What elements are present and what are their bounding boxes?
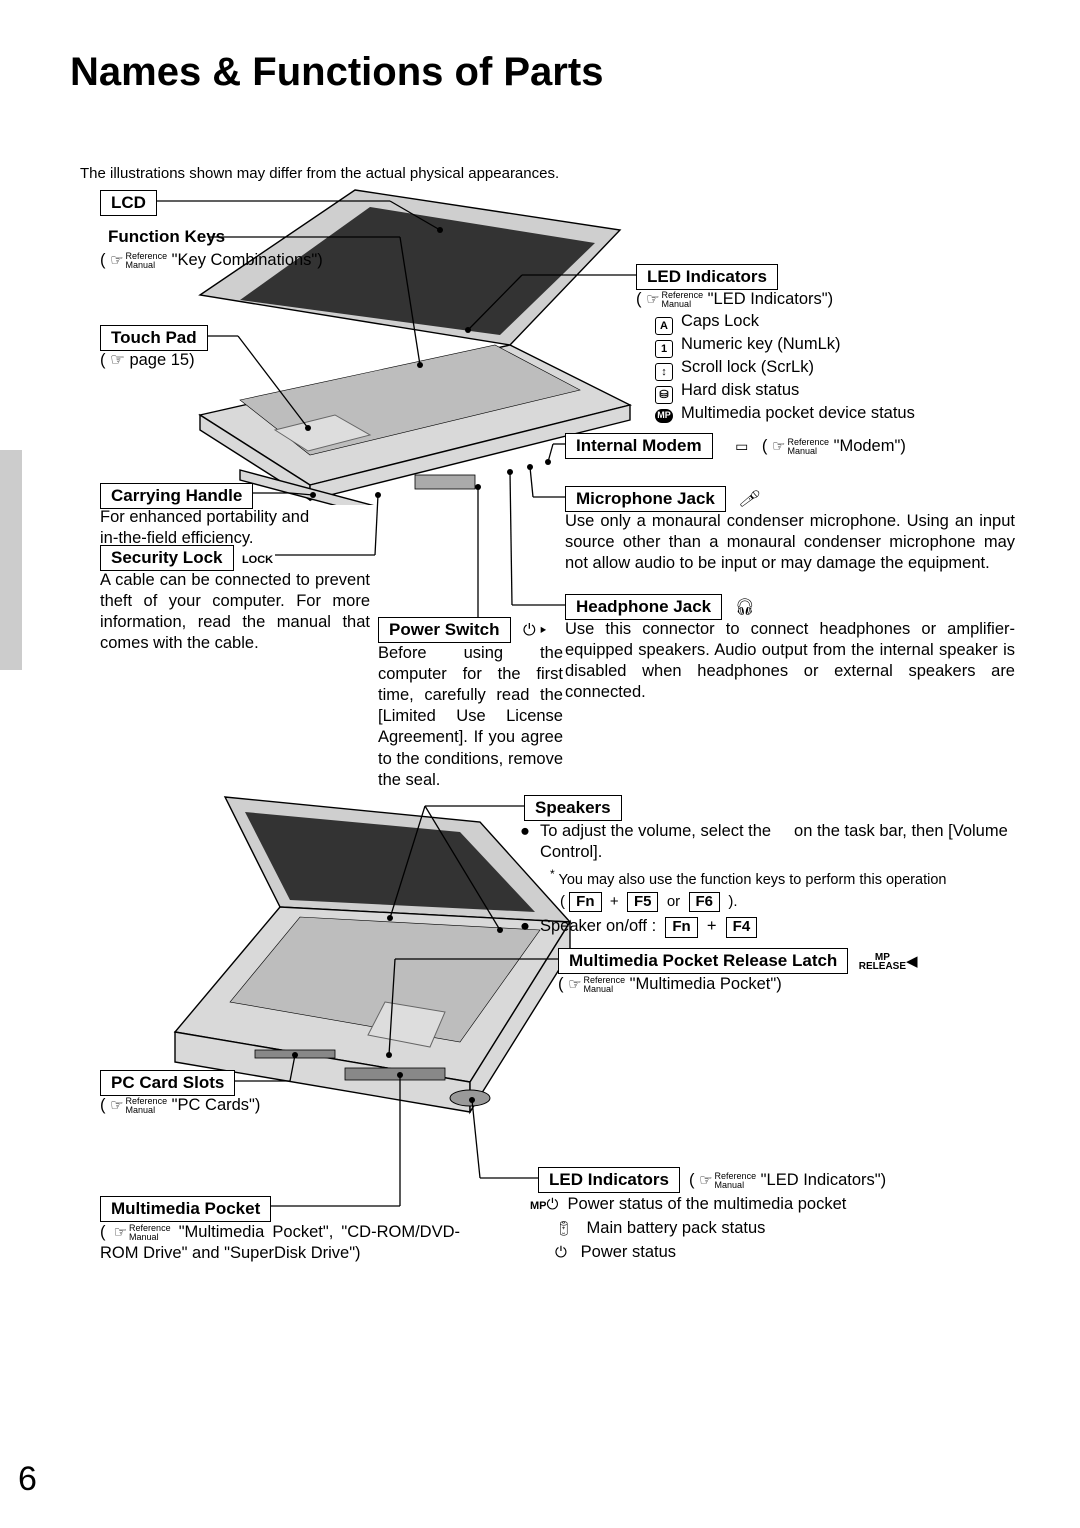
led-scrlk: ↕Scroll lock (ScrLk) — [655, 357, 814, 381]
function-keys-ref: ( ☞ReferenceManual "Key Combinations") — [100, 250, 323, 271]
pc-card-slots-ref: ( ☞ReferenceManual "PC Cards") — [100, 1095, 260, 1116]
page-title: Names & Functions of Parts — [70, 50, 603, 95]
reference-icon: ☞ReferenceManual — [646, 291, 703, 307]
mm-release-label: Multimedia Pocket Release Latch MPRELEAS… — [558, 948, 918, 974]
led-numlk: 1Numeric key (NumLk) — [655, 334, 841, 358]
reference-icon: ☞ReferenceManual — [110, 252, 167, 268]
internal-modem-label: Internal Modem ▭ ( ☞ReferenceManual "Mod… — [565, 433, 906, 459]
page: Names & Functions of Parts The illustrat… — [0, 0, 1080, 1528]
function-keys-label: Function Keys — [108, 227, 225, 247]
headphone-icon: 🎧︎ — [735, 599, 755, 616]
led-mp: MPMultimedia pocket device status — [655, 403, 915, 424]
led2-power: ⏻ Power status — [555, 1242, 676, 1263]
reference-icon: ☞ReferenceManual — [772, 438, 829, 454]
intro-text: The illustrations shown may differ from … — [80, 165, 559, 182]
carrying-handle-body: For enhanced portability and in-the-fiel… — [100, 507, 320, 549]
mp-icon: MP — [655, 409, 673, 423]
multimedia-pocket-label: Multimedia Pocket — [100, 1196, 271, 1222]
headphone-jack-label: Headphone Jack 🎧︎ — [565, 594, 755, 620]
power-switch-body: Before using the computer for the first … — [378, 643, 563, 791]
reference-icon: ☞ReferenceManual — [568, 976, 625, 992]
caps-lock-icon: A — [655, 317, 673, 335]
led2-mp: MP⏻ Power status of the multimedia pocke… — [530, 1194, 846, 1215]
power-status-icon: ⏻ — [555, 1244, 567, 1261]
mm-release-ref: ( ☞ReferenceManual "Multimedia Pocket") — [558, 974, 782, 995]
security-lock-body: A cable can be connected to prevent thef… — [100, 570, 370, 654]
carrying-handle-label: Carrying Handle — [100, 483, 253, 509]
security-lock-label: Security Lock LOCK — [100, 545, 273, 571]
microphone-jack-label: Microphone Jack 🎤︎ — [565, 486, 759, 512]
hdd-icon: ⛁ — [655, 386, 673, 404]
speakers-label: Speakers — [524, 795, 622, 821]
power-icon: ⏻ ▸ — [523, 622, 546, 639]
pc-card-slots-label: PC Card Slots — [100, 1070, 235, 1096]
led2-batt: 🔋︎ Main battery pack status — [555, 1218, 765, 1239]
numlk-icon: 1 — [655, 340, 673, 358]
mp-release-icon: MPRELEASE — [859, 953, 906, 971]
page-number: 6 — [18, 1460, 37, 1499]
multimedia-pocket-ref: ( ☞ReferenceManual "Multimedia Pocket", … — [100, 1222, 460, 1264]
sidebar-tab — [0, 450, 22, 670]
lcd-label: LCD — [100, 190, 157, 216]
power-switch-label: Power Switch ⏻ ▸ — [378, 617, 546, 643]
speakers-body: ●To adjust the volume, select the on the… — [520, 821, 1050, 938]
led-indicators-2-label: LED Indicators ( ☞ReferenceManual "LED I… — [538, 1167, 886, 1193]
led-indicators-label: LED Indicators — [636, 264, 778, 290]
led-caps: ACaps Lock — [655, 311, 759, 335]
microphone-jack-body: Use only a monaural condenser microphone… — [565, 511, 1015, 574]
touch-pad-label: Touch Pad — [100, 325, 208, 351]
battery-icon: 🔋︎ — [555, 1220, 573, 1236]
led-hdd: ⛁Hard disk status — [655, 380, 799, 404]
headphone-jack-body: Use this connector to connect headphones… — [565, 619, 1015, 703]
scrlk-icon: ↕ — [655, 363, 673, 381]
mic-icon: 🎤︎ — [738, 491, 758, 508]
modem-port-icon: ▭ — [735, 438, 748, 454]
touch-pad-ref: ( ☞ page 15) — [100, 350, 195, 371]
reference-icon: ☞ReferenceManual — [114, 1224, 171, 1240]
reference-icon: ☞ReferenceManual — [110, 1097, 167, 1113]
led-indicators-ref: ( ☞ReferenceManual "LED Indicators") — [636, 289, 833, 310]
reference-icon: ☞ReferenceManual — [699, 1172, 756, 1188]
